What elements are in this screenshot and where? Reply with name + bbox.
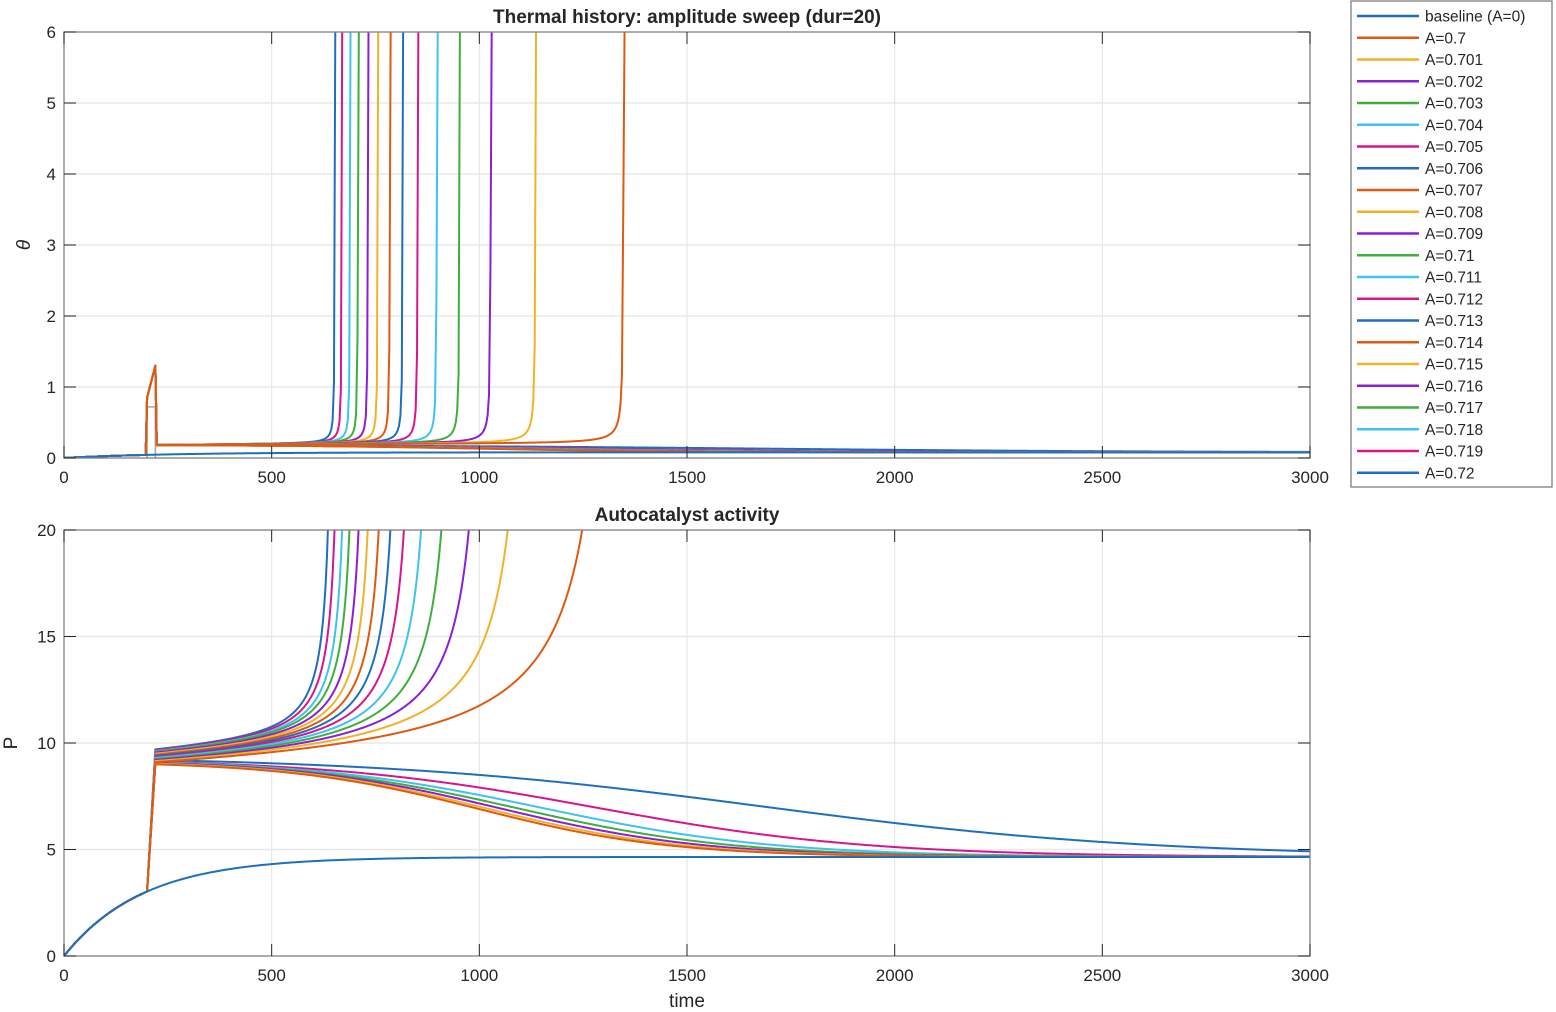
autocatalyst-xlabel: time	[669, 991, 705, 1012]
x-tick-label: 0	[59, 966, 68, 985]
x-tick-label: 3000	[1291, 468, 1329, 487]
y-tick-label: 0	[47, 947, 56, 966]
legend-label: A=0.708	[1425, 204, 1483, 221]
legend-label: A=0.701	[1425, 52, 1483, 69]
y-tick-label: 15	[37, 628, 56, 647]
x-tick-label: 2500	[1083, 966, 1121, 985]
legend-item[interactable]: A=0.716	[1357, 378, 1483, 395]
legend-item[interactable]: A=0.702	[1357, 74, 1483, 91]
x-tick-label: 2000	[876, 966, 914, 985]
legend-item[interactable]: A=0.72	[1357, 465, 1475, 482]
legend-item[interactable]: A=0.719	[1357, 444, 1483, 461]
y-tick-label: 5	[47, 841, 56, 860]
legend-label: A=0.711	[1425, 270, 1482, 287]
legend-item[interactable]: A=0.709	[1357, 226, 1483, 243]
legend-item[interactable]: A=0.71	[1357, 248, 1475, 265]
x-tick-label: 3000	[1291, 966, 1329, 985]
y-tick-label: 6	[47, 23, 56, 42]
autocatalyst-line-baseline--A-0-[interactable]	[64, 855, 1310, 956]
x-tick-label: 2500	[1083, 468, 1121, 487]
y-tick-label: 10	[37, 734, 56, 753]
x-tick-label: 1000	[460, 966, 498, 985]
x-tick-label: 1500	[668, 468, 706, 487]
legend-label: baseline (A=0)	[1425, 9, 1525, 26]
legend-label: A=0.718	[1425, 422, 1483, 439]
thermal-title: Thermal history: amplitude sweep (dur=20…	[493, 7, 881, 28]
y-tick-label: 0	[47, 449, 56, 468]
legend-label: A=0.706	[1425, 161, 1483, 178]
legend-item[interactable]: A=0.708	[1357, 204, 1483, 221]
legend-item[interactable]: A=0.715	[1357, 357, 1483, 374]
autocatalyst-ylabel: P	[1, 737, 22, 750]
legend-item[interactable]: A=0.701	[1357, 52, 1483, 69]
legend-label: A=0.714	[1425, 335, 1484, 352]
legend-label: A=0.713	[1425, 313, 1483, 330]
legend-label: A=0.719	[1425, 444, 1483, 461]
autocatalyst-grid	[64, 530, 1310, 956]
thermal-grid	[64, 32, 1310, 458]
legend-item[interactable]: A=0.718	[1357, 422, 1483, 439]
y-tick-label: 3	[47, 236, 56, 255]
x-tick-label: 0	[59, 468, 68, 487]
legend-label: A=0.709	[1425, 226, 1483, 243]
thermal-line-A-0.7[interactable]	[64, 11, 626, 458]
legend-label: A=0.716	[1425, 378, 1483, 395]
legend-item[interactable]: A=0.707	[1357, 183, 1483, 200]
legend-item[interactable]: A=0.711	[1357, 270, 1482, 287]
legend-label: A=0.705	[1425, 139, 1483, 156]
legend-label: A=0.712	[1425, 291, 1483, 308]
y-tick-label: 2	[47, 307, 56, 326]
legend-label: A=0.702	[1425, 74, 1483, 91]
x-tick-label: 500	[257, 966, 285, 985]
thermal-ylabel: θ	[14, 239, 35, 250]
legend-label: A=0.71	[1425, 248, 1475, 265]
legend-item[interactable]: A=0.703	[1357, 96, 1483, 113]
legend-item[interactable]: A=0.7	[1357, 30, 1466, 47]
legend-label: A=0.703	[1425, 96, 1483, 113]
thermal-axes: 0 500 1000 1500 2000 2500 3000 0 1 2 3 4 5 6 Thermal …	[14, 7, 1329, 487]
legend-label: A=0.717	[1425, 400, 1483, 417]
x-tick-label: 1000	[460, 468, 498, 487]
legend-item[interactable]: A=0.704	[1357, 117, 1484, 134]
autocatalyst-line-A-0.7[interactable]	[64, 524, 584, 956]
legend-item[interactable]: A=0.713	[1357, 313, 1483, 330]
legend-item[interactable]: A=0.712	[1357, 291, 1483, 308]
legend[interactable]: baseline (A=0) A=0.7 A=0.701 A=0.702 A=0.703…	[1350, 0, 1553, 488]
legend-label: A=0.715	[1425, 357, 1483, 374]
x-tick-label: 1500	[668, 966, 706, 985]
legend-item[interactable]: A=0.706	[1357, 161, 1483, 178]
thermal-ticks: 0 500 1000 1500 2000 2500 3000 0 1 2 3 4 5 6	[47, 23, 1329, 487]
y-tick-label: 5	[47, 94, 56, 113]
autocatalyst-title: Autocatalyst activity	[595, 505, 780, 526]
legend-label: A=0.707	[1425, 183, 1483, 200]
autocatalyst-line-A-0.719[interactable]	[64, 760, 1310, 956]
autocatalyst-ticks: 0 500 1000 1500 2000 2500 3000 0 5 10 15 20	[37, 521, 1329, 985]
legend-label: A=0.704	[1425, 117, 1484, 134]
legend-item[interactable]: A=0.705	[1357, 139, 1483, 156]
legend-label: A=0.72	[1425, 465, 1475, 482]
y-tick-label: 20	[37, 521, 56, 540]
x-tick-label: 2000	[876, 468, 914, 487]
legend-item[interactable]: baseline (A=0)	[1357, 9, 1525, 26]
legend-label: A=0.7	[1425, 30, 1466, 47]
autocatalyst-series	[64, 524, 1310, 956]
legend-items: baseline (A=0) A=0.7 A=0.701 A=0.702 A=0.703…	[1357, 9, 1525, 482]
legend-item[interactable]: A=0.717	[1357, 400, 1483, 417]
autocatalyst-line-A-0.72[interactable]	[64, 759, 1310, 956]
autocatalyst-axes: 0 500 1000 1500 2000 2500 3000 0 5 10 15 20 Autocat…	[1, 505, 1329, 1012]
legend-item[interactable]: A=0.714	[1357, 335, 1484, 352]
x-tick-label: 500	[257, 468, 285, 487]
y-tick-label: 1	[47, 378, 56, 397]
y-tick-label: 4	[47, 165, 56, 184]
